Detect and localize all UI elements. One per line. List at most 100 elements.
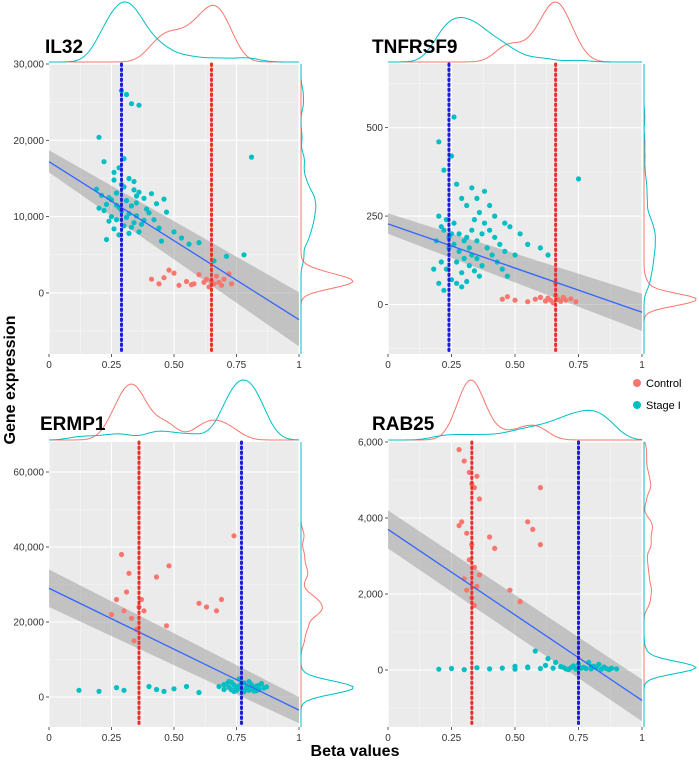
point-stage-i [461, 255, 467, 262]
point-control [153, 574, 160, 580]
point-stage-i [138, 221, 145, 227]
x-density-stage-i [388, 409, 643, 441]
point-stage-i [438, 224, 444, 230]
panel-tnfrsf9: 0 0.25 0.50 0.75 1 0 250 500 TNFRSF9 [366, 1, 697, 371]
point-stage-i [479, 231, 485, 237]
point-stage-i [487, 666, 493, 672]
point-stage-i [451, 114, 457, 120]
point-stage-i [153, 201, 160, 207]
point-stage-i [436, 213, 442, 219]
point-stage-i [464, 278, 470, 285]
y-tick-label: 0 [377, 300, 383, 311]
point-stage-i [431, 266, 437, 272]
point-stage-i [158, 238, 165, 244]
point-stage-i [186, 241, 192, 247]
point-stage-i [537, 665, 544, 672]
point-stage-i [454, 280, 460, 286]
point-control [126, 570, 132, 576]
y-tick-label: 0 [38, 693, 44, 704]
x-tick-label: 0 [385, 733, 391, 744]
point-control [499, 296, 505, 302]
x-axis-label: Beta values [311, 743, 400, 760]
panel-rab25: 0 0.25 0.50 0.75 1 0 2,000 4,000 6,000 RAB25 [358, 379, 697, 744]
y-density-stage-i [300, 64, 317, 354]
point-control [492, 545, 498, 552]
point-stage-i [133, 193, 140, 199]
y-density-control [643, 441, 653, 727]
point-control [476, 496, 482, 502]
point-stage-i [128, 224, 135, 230]
point-stage-i [113, 190, 120, 196]
point-control [464, 587, 470, 593]
y-tick-label: 20,000 [13, 618, 44, 629]
point-stage-i [461, 667, 467, 673]
point-stage-i [596, 661, 602, 667]
regression-line [387, 223, 643, 313]
point-stage-i [436, 139, 442, 145]
y-tick-label: 250 [366, 212, 383, 223]
point-stage-i [131, 178, 137, 185]
legend-control-key [633, 379, 641, 387]
point-stage-i [525, 241, 531, 247]
x-tick-label: 0.75 [227, 360, 247, 371]
point-control [196, 600, 202, 606]
y-density-stage-i [300, 442, 354, 727]
x-tick-label: 0.50 [164, 733, 184, 744]
point-control [456, 523, 462, 529]
x-density-stage-i [49, 1, 299, 63]
y-density-control [300, 64, 354, 354]
point-stage-i [256, 682, 262, 689]
x-tick-label: 0.50 [164, 360, 184, 371]
point-control [188, 282, 195, 288]
point-stage-i [438, 259, 444, 265]
point-control [568, 296, 574, 302]
point-stage-i [476, 209, 482, 216]
point-stage-i [436, 666, 442, 672]
x-tick-label: 0.50 [505, 733, 525, 744]
point-stage-i [537, 245, 544, 251]
point-stage-i [123, 198, 130, 204]
y-tick-label: 2,000 [358, 590, 383, 601]
point-stage-i [143, 206, 150, 212]
point-stage-i [512, 663, 518, 669]
point-stage-i [96, 688, 102, 695]
x-tick-label: 0.75 [569, 360, 589, 371]
series-control [499, 280, 579, 306]
point-stage-i [487, 202, 493, 209]
y-tick-label: 20,000 [13, 136, 44, 147]
point-stage-i [136, 102, 142, 108]
point-stage-i [545, 252, 551, 258]
y-tick-label: 60,000 [13, 468, 44, 479]
series-control [148, 267, 235, 290]
x-tick-label: 0.25 [102, 360, 122, 371]
point-stage-i [131, 187, 137, 193]
point-control [218, 282, 225, 288]
y-tick-label: 6,000 [358, 438, 383, 449]
point-stage-i [133, 200, 140, 206]
point-stage-i [459, 195, 465, 201]
point-stage-i [76, 687, 82, 693]
point-stage-i [263, 684, 270, 690]
point-stage-i [532, 648, 538, 654]
point-stage-i [454, 259, 460, 265]
point-stage-i [466, 245, 472, 251]
point-stage-i [512, 252, 518, 258]
point-control [176, 282, 182, 288]
point-stage-i [471, 268, 477, 274]
point-stage-i [101, 207, 107, 214]
point-stage-i [103, 201, 110, 207]
point-stage-i [178, 235, 185, 241]
regression-line [387, 528, 643, 701]
point-stage-i [248, 154, 255, 160]
x-tick-label: 0.25 [442, 360, 462, 371]
point-control [563, 297, 569, 303]
point-control [218, 596, 225, 603]
point-stage-i [96, 205, 102, 211]
point-stage-i [111, 169, 117, 175]
point-stage-i [233, 687, 240, 693]
point-control [464, 530, 470, 536]
legend-stage-i-label: Stage I [646, 400, 681, 412]
point-control [532, 296, 538, 302]
point-stage-i [484, 245, 490, 251]
